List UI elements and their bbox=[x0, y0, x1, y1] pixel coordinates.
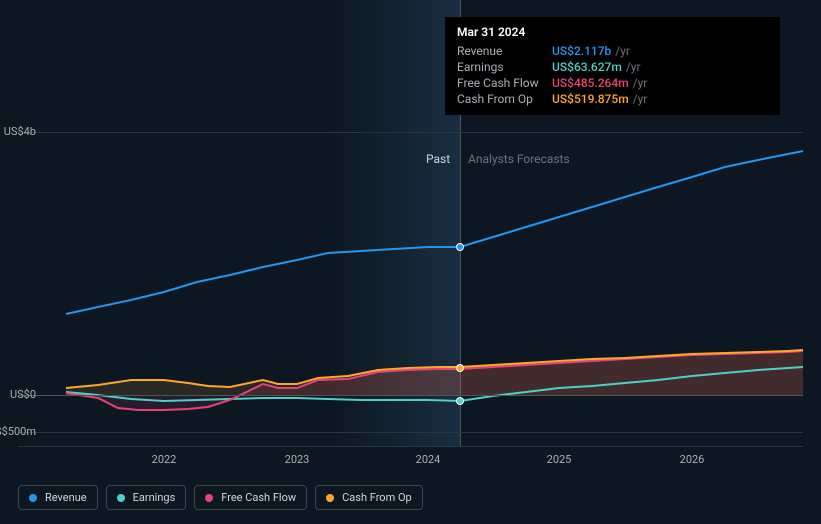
y-axis-label: -US$500m bbox=[0, 425, 36, 438]
axis-line bbox=[18, 446, 803, 447]
tooltip-row: Cash From OpUS$519.875m/yr bbox=[457, 91, 768, 107]
x-axis-label: 2023 bbox=[285, 453, 310, 466]
legend: Revenue Earnings Free Cash Flow Cash From O… bbox=[18, 485, 423, 510]
legend-dot-icon bbox=[29, 494, 37, 502]
chart-tooltip: Mar 31 2024 RevenueUS$2.117b/yrEarningsU… bbox=[445, 17, 780, 115]
tooltip-row: Free Cash FlowUS$485.264m/yr bbox=[457, 75, 768, 91]
gridline bbox=[18, 132, 803, 133]
legend-item-fcf[interactable]: Free Cash Flow bbox=[194, 485, 307, 510]
tooltip-row: EarningsUS$63.627m/yr bbox=[457, 59, 768, 75]
tooltip-unit: /yr bbox=[633, 76, 648, 90]
legend-label: Revenue bbox=[45, 491, 87, 504]
x-axis-label: 2026 bbox=[680, 453, 705, 466]
tooltip-unit: /yr bbox=[626, 60, 641, 74]
tooltip-key: Revenue bbox=[457, 44, 552, 58]
tooltip-unit: /yr bbox=[633, 92, 648, 106]
y-axis-label: US$0 bbox=[0, 388, 36, 401]
tooltip-value: US$2.117b bbox=[552, 44, 611, 58]
legend-item-earnings[interactable]: Earnings bbox=[106, 485, 187, 510]
x-axis-label: 2022 bbox=[152, 453, 177, 466]
tooltip-key: Free Cash Flow bbox=[457, 76, 552, 90]
gridline bbox=[18, 395, 803, 396]
legend-label: Earnings bbox=[133, 491, 176, 504]
tooltip-key: Earnings bbox=[457, 60, 552, 74]
tooltip-value: US$63.627m bbox=[552, 60, 622, 74]
series-line-revenue bbox=[66, 151, 803, 314]
tooltip-value: US$519.875m bbox=[552, 92, 629, 106]
tooltip-key: Cash From Op bbox=[457, 92, 552, 106]
tooltip-row: RevenueUS$2.117b/yr bbox=[457, 43, 768, 59]
legend-label: Cash From Op bbox=[342, 491, 412, 504]
tooltip-unit: /yr bbox=[615, 44, 630, 58]
y-axis-label: US$4b bbox=[0, 125, 36, 138]
legend-dot-icon bbox=[117, 494, 125, 502]
chart-marker bbox=[456, 364, 464, 372]
legend-dot-icon bbox=[326, 494, 334, 502]
tooltip-value: US$485.264m bbox=[552, 76, 629, 90]
legend-item-cfo[interactable]: Cash From Op bbox=[315, 485, 423, 510]
x-axis-label: 2024 bbox=[416, 453, 441, 466]
chart-marker bbox=[456, 243, 464, 251]
gridline bbox=[18, 432, 803, 433]
chart-marker bbox=[456, 397, 464, 405]
legend-dot-icon bbox=[205, 494, 213, 502]
x-axis-label: 2025 bbox=[547, 453, 572, 466]
tooltip-title: Mar 31 2024 bbox=[457, 25, 768, 39]
legend-item-revenue[interactable]: Revenue bbox=[18, 485, 98, 510]
legend-label: Free Cash Flow bbox=[221, 491, 296, 504]
